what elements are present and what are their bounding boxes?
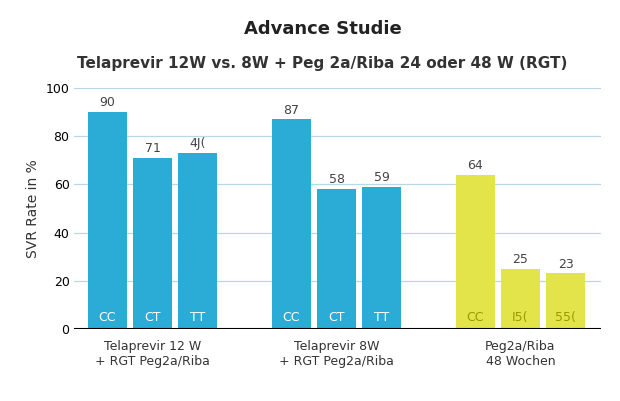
Text: 25: 25 bbox=[513, 253, 528, 266]
Bar bbox=[501, 269, 540, 329]
Text: 87: 87 bbox=[283, 103, 299, 117]
Text: Advance Studie: Advance Studie bbox=[244, 20, 401, 38]
Bar bbox=[456, 175, 495, 329]
Text: Telaprevir 12W vs. 8W + Peg 2a/Riba 24 oder 48 W (RGT): Telaprevir 12W vs. 8W + Peg 2a/Riba 24 o… bbox=[78, 56, 567, 71]
Text: 58: 58 bbox=[329, 173, 345, 186]
Text: I5(: I5( bbox=[512, 311, 529, 324]
Text: 23: 23 bbox=[558, 257, 574, 271]
Text: CT: CT bbox=[144, 311, 161, 324]
Y-axis label: SVR Rate in %: SVR Rate in % bbox=[26, 159, 40, 258]
Text: 59: 59 bbox=[374, 171, 389, 184]
Text: 90: 90 bbox=[99, 96, 115, 109]
Bar bbox=[363, 187, 401, 329]
Text: TT: TT bbox=[190, 311, 205, 324]
Bar bbox=[546, 273, 585, 329]
Text: 4J(: 4J( bbox=[190, 137, 206, 150]
Bar bbox=[179, 153, 217, 329]
Bar bbox=[317, 189, 356, 329]
Text: CC: CC bbox=[99, 311, 116, 324]
Text: CT: CT bbox=[328, 311, 345, 324]
Text: CC: CC bbox=[466, 311, 484, 324]
Bar bbox=[133, 158, 172, 329]
Text: 71: 71 bbox=[144, 142, 161, 155]
Text: 55(: 55( bbox=[555, 311, 576, 324]
Text: CC: CC bbox=[283, 311, 300, 324]
Text: TT: TT bbox=[374, 311, 389, 324]
Text: 64: 64 bbox=[467, 159, 483, 172]
Bar bbox=[88, 112, 126, 329]
Bar bbox=[272, 119, 311, 329]
